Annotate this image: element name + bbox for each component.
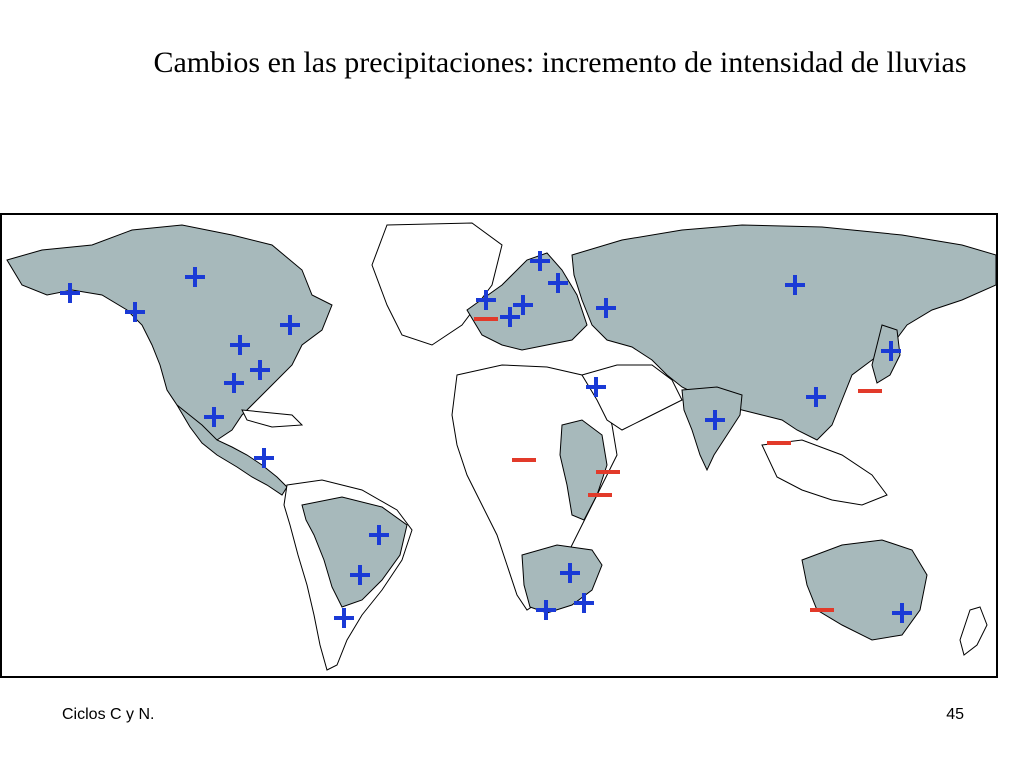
- india: [681, 386, 743, 472]
- minus-marker: [596, 470, 620, 474]
- plus-marker: [476, 290, 496, 310]
- marker-layer: [60, 251, 912, 628]
- world-map-canvas: [6, 222, 996, 671]
- minus-marker: [474, 317, 498, 321]
- plus-marker: [536, 600, 556, 620]
- minus-marker: [858, 389, 882, 393]
- plus-marker: [500, 307, 520, 327]
- asia: [571, 224, 996, 441]
- southeast-asia: [761, 439, 888, 506]
- plus-marker: [60, 283, 80, 303]
- plus-marker: [224, 373, 244, 393]
- world-map: [0, 213, 998, 678]
- north-america: [6, 224, 333, 441]
- plus-marker: [881, 341, 901, 361]
- minus-marker: [810, 608, 834, 612]
- plus-marker: [530, 251, 550, 271]
- plus-marker: [513, 295, 533, 315]
- plus-marker: [806, 387, 826, 407]
- plus-marker: [892, 603, 912, 623]
- plus-marker: [334, 608, 354, 628]
- page-number: 45: [946, 706, 964, 723]
- new-zealand: [959, 606, 988, 656]
- land-layer: [6, 222, 996, 671]
- plus-marker: [548, 273, 568, 293]
- plus-marker: [280, 315, 300, 335]
- plus-marker: [785, 275, 805, 295]
- plus-marker: [574, 593, 594, 613]
- slide-title: Cambios en las precipitaciones: incremen…: [153, 46, 967, 79]
- plus-marker: [250, 360, 270, 380]
- minus-marker: [588, 493, 612, 497]
- plus-marker: [230, 335, 250, 355]
- plus-marker: [204, 407, 224, 427]
- central-america: [176, 404, 288, 496]
- plus-marker: [125, 302, 145, 322]
- caribbean: [241, 409, 304, 428]
- brazil: [301, 496, 408, 608]
- japan: [871, 324, 901, 384]
- plus-marker: [560, 563, 580, 583]
- plus-marker: [705, 410, 725, 430]
- plus-marker: [596, 298, 616, 318]
- minus-marker: [512, 458, 536, 462]
- plus-marker: [350, 565, 370, 585]
- australia: [801, 539, 928, 641]
- plus-marker: [586, 377, 606, 397]
- plus-marker: [369, 525, 389, 545]
- minus-marker: [767, 441, 791, 445]
- plus-marker: [185, 267, 205, 287]
- plus-marker: [254, 448, 274, 468]
- middle-east: [581, 364, 683, 431]
- footer-label: Ciclos C y N.: [62, 706, 155, 723]
